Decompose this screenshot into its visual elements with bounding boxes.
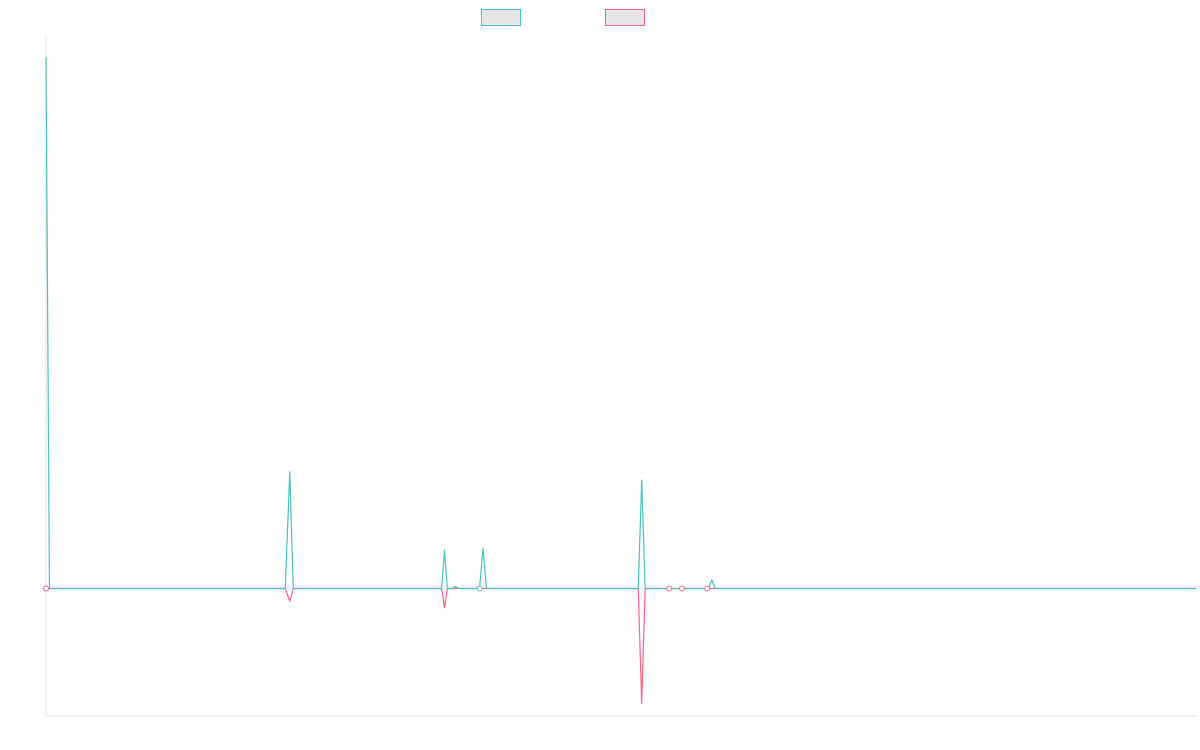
series-layer [45,57,1196,704]
axes [45,36,1196,717]
data-point-marker[interactable] [43,585,49,592]
series-line-1 [45,57,1196,590]
series-line-2 [46,587,1196,704]
marker-layer [43,585,711,592]
data-point-marker[interactable] [704,585,711,592]
data-point-marker[interactable] [666,585,673,592]
legend-swatch-series-1[interactable] [481,9,521,26]
data-point-marker[interactable] [678,585,685,592]
legend-swatch-series-2[interactable] [605,9,645,26]
data-point-marker[interactable] [476,585,483,592]
legend[interactable] [481,9,645,26]
